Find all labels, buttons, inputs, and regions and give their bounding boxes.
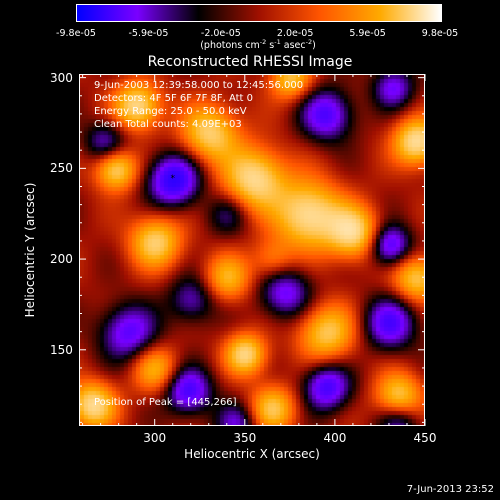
y-tick-label: 250 xyxy=(50,161,73,176)
y-tick-label: 200 xyxy=(50,252,73,267)
annotation-peak: Position of Peak = [445,266] xyxy=(94,397,237,408)
x-tick-label: 450 xyxy=(413,431,437,445)
y-tick-label: 150 xyxy=(50,342,73,357)
colorbar-tick-label: -5.9e-05 xyxy=(128,28,169,39)
colorbar-tick-label: -2.0e-05 xyxy=(200,28,241,39)
colorbar-tick-label: 9.8e-05 xyxy=(421,28,459,39)
y-tick-label: 300 xyxy=(50,70,73,85)
annotation-method: Clean Total counts: 4.09E+03 xyxy=(94,119,242,130)
annotation-energy: Energy Range: 25.0 - 50.0 keV xyxy=(94,106,247,117)
colorbar xyxy=(76,4,442,22)
colorbar-label: (photons cm-2 s-1 asec-2) xyxy=(200,38,316,52)
x-tick-label: 400 xyxy=(323,431,347,445)
annotation-detectors: Detectors: 4F 5F 6F 7F 8F, Att 0 xyxy=(94,93,254,104)
annotation-time-range: 9-Jun-2003 12:39:58.000 to 12:45:56.000 xyxy=(94,80,304,91)
colorbar-tick-label: -9.8e-05 xyxy=(56,28,96,39)
footer-date: 7-Jun-2013 23:52 xyxy=(406,484,494,495)
x-tick-label: 350 xyxy=(233,431,257,445)
heatmap-image xyxy=(80,75,424,425)
x-tick-label: 300 xyxy=(143,431,167,445)
peak-marker: * xyxy=(170,174,175,185)
x-axis-label: Heliocentric X (arcsec) xyxy=(184,447,320,461)
chart-title: Reconstructed RHESSI Image xyxy=(147,54,353,70)
plot-area xyxy=(79,74,425,426)
colorbar-tick-label: 5.9e-05 xyxy=(349,28,386,39)
y-axis-label: Heliocentric Y (arcsec) xyxy=(23,182,37,318)
colorbar-tick-label: 2.0e-05 xyxy=(276,28,314,39)
